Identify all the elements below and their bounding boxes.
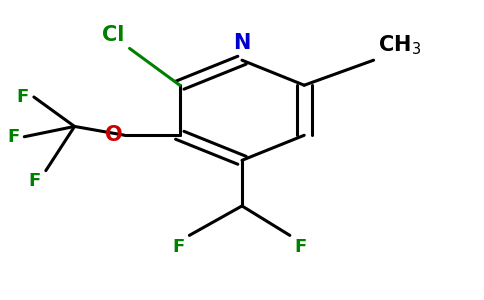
Text: O: O bbox=[105, 125, 122, 145]
Text: F: F bbox=[29, 172, 41, 190]
Text: F: F bbox=[172, 238, 184, 256]
Text: F: F bbox=[7, 128, 19, 146]
Text: N: N bbox=[233, 33, 251, 53]
Text: F: F bbox=[17, 88, 29, 106]
Text: CH$_3$: CH$_3$ bbox=[378, 34, 422, 57]
Text: Cl: Cl bbox=[103, 26, 125, 46]
Text: F: F bbox=[295, 238, 307, 256]
